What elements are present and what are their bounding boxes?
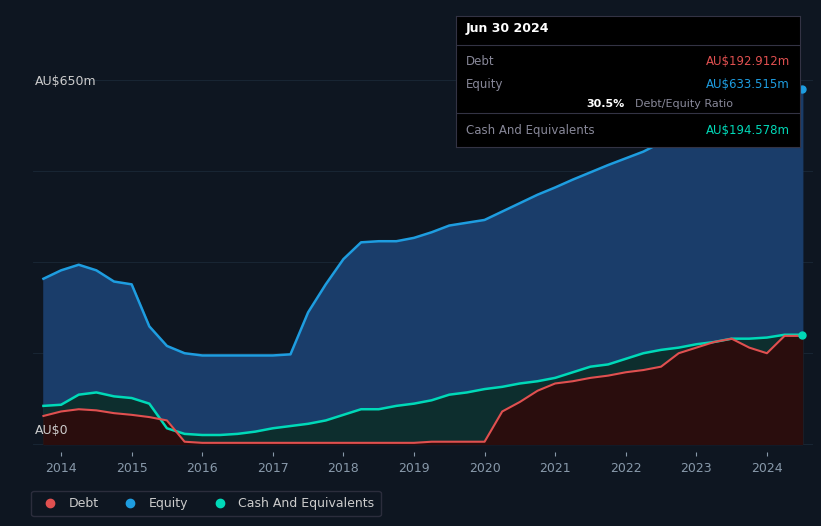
- Text: Equity: Equity: [466, 78, 503, 90]
- Text: AU$650m: AU$650m: [35, 75, 97, 88]
- Text: Debt: Debt: [466, 55, 494, 68]
- Legend: Debt, Equity, Cash And Equivalents: Debt, Equity, Cash And Equivalents: [31, 491, 381, 516]
- Text: Cash And Equivalents: Cash And Equivalents: [466, 124, 594, 137]
- Text: AU$633.515m: AU$633.515m: [706, 78, 790, 90]
- Text: 30.5%: 30.5%: [587, 99, 625, 109]
- Text: AU$194.578m: AU$194.578m: [706, 124, 790, 137]
- Text: AU$192.912m: AU$192.912m: [706, 55, 790, 68]
- Text: Jun 30 2024: Jun 30 2024: [466, 23, 549, 35]
- Text: Debt/Equity Ratio: Debt/Equity Ratio: [635, 99, 733, 109]
- Text: AU$0: AU$0: [35, 424, 69, 437]
